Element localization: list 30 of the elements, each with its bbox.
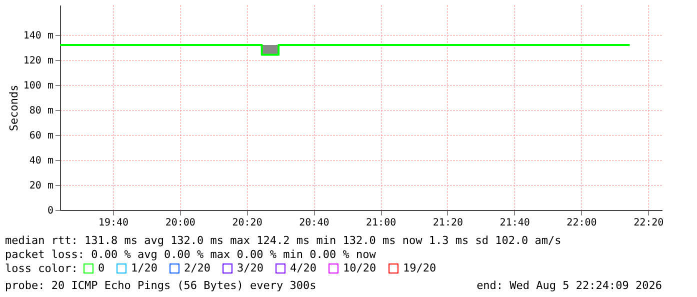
y-tick-label: 20 m [29,180,54,192]
text: packet loss: 0.00 % avg 0.00 % max 0.00 % min 0.00 % now [5,248,376,261]
y-tick-label: 80 m [29,106,54,116]
legend-title: loss color: [5,262,78,275]
x-tick-label: 22:20 [634,218,664,228]
y-tick-label: 100 m [23,80,54,92]
y-tick-label: 140 m [23,30,54,42]
y-tick-label: 0 [47,206,54,216]
legend-label: 19/20 [403,262,436,275]
legend-label: 1/20 [131,262,158,275]
legend-label: 10/20 [343,262,376,275]
x-tick-label: 20:40 [299,218,330,228]
legend-label: 0 [98,262,105,275]
y-tick-label: 120 m [23,56,54,66]
x-tick-label: 22:00 [566,218,597,228]
x-tick-label: 20:20 [232,218,262,228]
text: probe: 20 ICMP Echo Pings (56 Bytes) every 300s [5,279,316,292]
x-tick-label: 21:00 [366,218,396,228]
y-tick-label: 40 m [29,156,54,166]
x-tick-label: 19:40 [98,218,129,228]
legend-label: 4/20 [290,262,316,275]
text: end: Wed Aug 5 22:24:09 2026 [476,279,662,292]
x-tick-label: 21:20 [432,218,464,228]
x-tick-label: 20:00 [165,218,196,228]
legend-label: 2/20 [184,262,210,275]
text: median rtt: 131.8 ms avg 132.0 ms max 124.2 ms min 132.0 ms now 1.3 ms sd 102.0 am/s [5,234,562,247]
y-tick-label: 60 m [29,130,54,142]
y-axis-title: Seconds [7,84,20,132]
legend-label: 3/20 [237,262,264,275]
x-tick-label: 21:40 [500,218,530,228]
